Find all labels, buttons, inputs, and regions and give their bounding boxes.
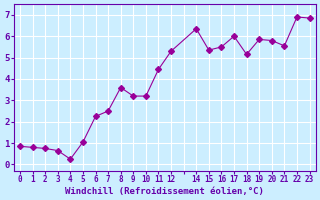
X-axis label: Windchill (Refroidissement éolien,°C): Windchill (Refroidissement éolien,°C) [65,187,264,196]
